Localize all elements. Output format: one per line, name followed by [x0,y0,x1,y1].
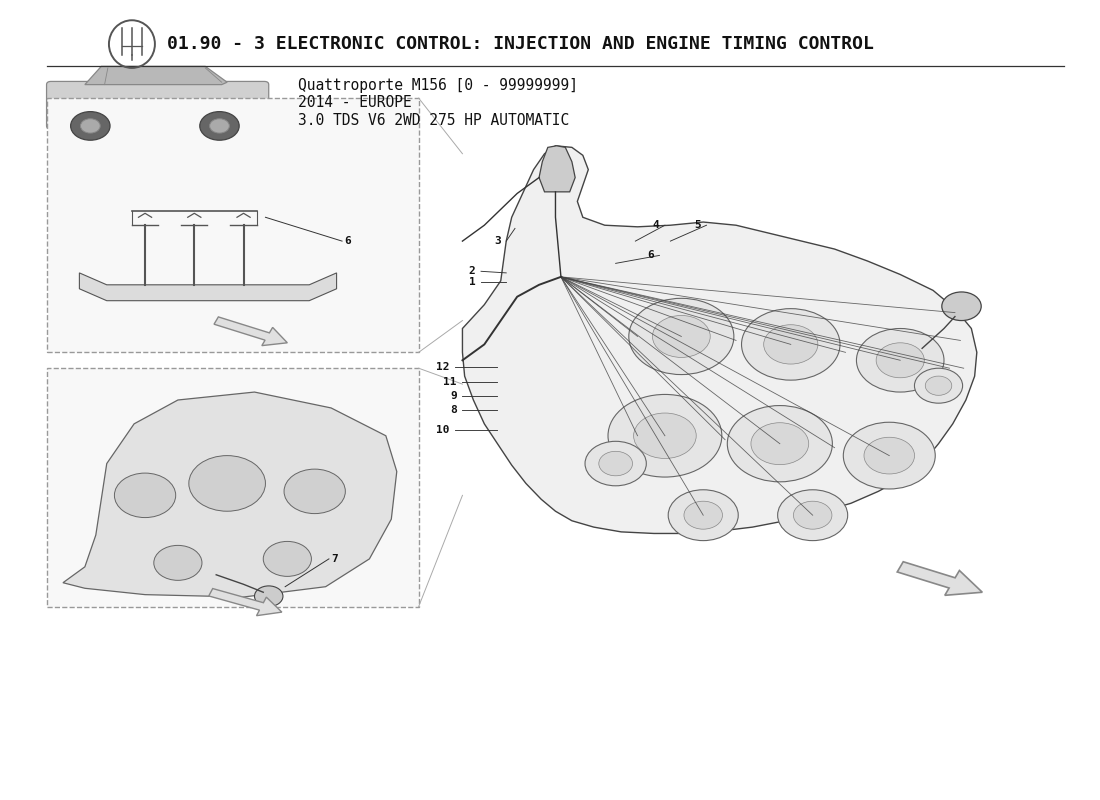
Text: 12: 12 [436,362,449,372]
Circle shape [263,542,311,576]
Circle shape [634,413,696,458]
Text: 3.0 TDS V6 2WD 275 HP AUTOMATIC: 3.0 TDS V6 2WD 275 HP AUTOMATIC [298,113,570,128]
Circle shape [763,325,818,364]
Circle shape [668,490,738,541]
FancyArrow shape [214,317,287,346]
FancyBboxPatch shape [46,82,268,129]
Circle shape [608,394,722,477]
Text: 3: 3 [494,236,501,246]
Circle shape [80,118,100,133]
Text: 2014 - EUROPE: 2014 - EUROPE [298,95,412,110]
Circle shape [925,376,952,395]
Circle shape [942,292,981,321]
Circle shape [629,298,734,374]
FancyArrow shape [898,562,982,595]
Polygon shape [462,146,977,534]
Circle shape [741,309,840,380]
Text: 6: 6 [647,250,654,261]
Circle shape [598,451,632,476]
Circle shape [751,422,808,465]
Text: 2: 2 [469,266,475,276]
FancyBboxPatch shape [46,368,419,606]
Text: 5: 5 [694,220,701,230]
Text: Quattroporte M156 [0 - 99999999]: Quattroporte M156 [0 - 99999999] [298,78,579,93]
Circle shape [210,118,229,133]
Circle shape [585,442,647,486]
Circle shape [857,329,944,392]
Text: 1: 1 [469,278,475,287]
Circle shape [914,368,962,403]
Text: 01.90 - 3 ELECTRONIC CONTROL: INJECTION AND ENGINE TIMING CONTROL: 01.90 - 3 ELECTRONIC CONTROL: INJECTION … [167,35,873,53]
Circle shape [154,546,202,580]
Circle shape [876,342,924,378]
Circle shape [864,438,914,474]
Text: 11: 11 [443,377,456,386]
Polygon shape [85,66,227,85]
Circle shape [284,469,345,514]
Circle shape [844,422,935,489]
Text: 4: 4 [652,220,659,230]
Circle shape [254,586,283,606]
Circle shape [70,112,110,140]
Circle shape [778,490,848,541]
Polygon shape [79,273,337,301]
Polygon shape [539,146,575,192]
Text: 9: 9 [450,391,456,401]
Circle shape [684,502,723,529]
Circle shape [727,406,833,482]
Polygon shape [63,392,397,597]
Circle shape [652,315,711,358]
Circle shape [793,502,832,529]
FancyBboxPatch shape [46,98,419,352]
Text: 10: 10 [436,425,449,435]
Text: 6: 6 [344,236,351,246]
Circle shape [114,473,176,518]
Text: 7: 7 [331,554,338,564]
FancyArrow shape [209,589,282,616]
Circle shape [200,112,239,140]
Circle shape [189,456,265,511]
Text: 8: 8 [450,406,456,415]
